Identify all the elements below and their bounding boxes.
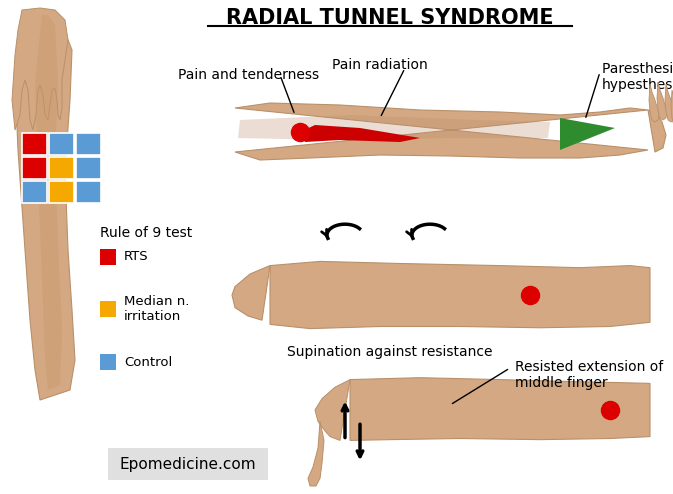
Bar	[76, 157, 101, 179]
PathPatch shape	[12, 8, 68, 130]
Polygon shape	[560, 118, 615, 150]
Text: RTS: RTS	[124, 250, 149, 263]
PathPatch shape	[235, 103, 648, 160]
Bar	[22, 181, 47, 203]
PathPatch shape	[15, 10, 75, 400]
PathPatch shape	[657, 82, 667, 120]
Bar	[22, 157, 47, 179]
Bar	[22, 133, 47, 155]
Text: RADIAL TUNNEL SYNDROME: RADIAL TUNNEL SYNDROME	[226, 8, 554, 28]
Text: Pain and tenderness: Pain and tenderness	[178, 68, 319, 82]
Text: Paresthesia &
hypesthesias: Paresthesia & hypesthesias	[602, 62, 673, 92]
Text: Rule of 9 test: Rule of 9 test	[100, 226, 192, 240]
Bar	[76, 181, 101, 203]
PathPatch shape	[649, 84, 659, 122]
Bar	[100, 354, 116, 370]
Text: Control: Control	[124, 356, 172, 369]
Polygon shape	[300, 125, 420, 142]
Bar	[100, 249, 116, 265]
Text: Epomedicine.com: Epomedicine.com	[120, 456, 256, 471]
Bar	[49, 133, 74, 155]
PathPatch shape	[232, 266, 270, 320]
PathPatch shape	[270, 261, 650, 329]
PathPatch shape	[308, 421, 324, 486]
PathPatch shape	[648, 110, 666, 152]
Text: Resisted extension of
middle finger: Resisted extension of middle finger	[515, 360, 664, 390]
Bar	[76, 133, 101, 155]
PathPatch shape	[35, 15, 62, 390]
PathPatch shape	[315, 379, 350, 440]
PathPatch shape	[238, 115, 550, 140]
Text: Median n.
irritation: Median n. irritation	[124, 295, 189, 323]
PathPatch shape	[665, 84, 673, 122]
FancyBboxPatch shape	[108, 448, 268, 480]
PathPatch shape	[350, 378, 650, 440]
Bar	[100, 301, 116, 317]
Bar	[49, 157, 74, 179]
Bar	[49, 181, 74, 203]
PathPatch shape	[671, 90, 673, 128]
Text: Pain radiation: Pain radiation	[332, 58, 428, 72]
Text: Supination against resistance: Supination against resistance	[287, 345, 493, 359]
